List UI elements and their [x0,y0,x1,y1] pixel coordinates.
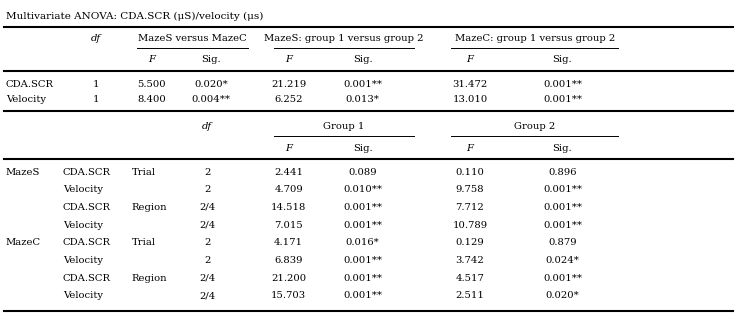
Text: 14.518: 14.518 [271,203,306,212]
Text: 6.252: 6.252 [275,95,303,105]
Text: 9.758: 9.758 [456,185,484,194]
Text: 0.001**: 0.001** [343,203,382,212]
Text: 2/4: 2/4 [199,291,215,300]
Text: 0.896: 0.896 [548,167,576,177]
Text: 2.511: 2.511 [455,291,485,300]
Text: 15.703: 15.703 [271,291,306,300]
Text: MazeC: MazeC [6,238,41,247]
Text: 6.839: 6.839 [275,256,303,265]
Text: 0.001**: 0.001** [343,291,382,300]
Text: 3.742: 3.742 [456,256,484,265]
Text: 0.024*: 0.024* [545,256,579,265]
Text: 7.712: 7.712 [456,203,484,212]
Text: Group 2: Group 2 [514,122,555,131]
Text: CDA.SCR: CDA.SCR [6,80,54,90]
Text: 0.001**: 0.001** [543,220,582,230]
Text: 0.016*: 0.016* [346,238,380,247]
Text: MazeS versus MazeC: MazeS versus MazeC [138,34,246,43]
Text: 0.129: 0.129 [456,238,484,247]
Text: Velocity: Velocity [63,220,103,230]
Text: 2: 2 [204,256,210,265]
Text: 13.010: 13.010 [452,95,488,105]
Text: 0.001**: 0.001** [343,220,382,230]
Text: Velocity: Velocity [63,256,103,265]
Text: 31.472: 31.472 [452,80,488,90]
Text: 2/4: 2/4 [199,273,215,283]
Text: 0.001**: 0.001** [543,185,582,194]
Text: 1: 1 [93,95,99,105]
Text: 0.020*: 0.020* [545,291,579,300]
Text: 0.001**: 0.001** [543,273,582,283]
Text: 0.110: 0.110 [455,167,485,177]
Text: Velocity: Velocity [63,291,103,300]
Text: 5.500: 5.500 [138,80,166,90]
Text: F: F [148,55,155,65]
Text: 2: 2 [204,185,210,194]
Text: Sig.: Sig. [353,144,372,153]
Text: 2: 2 [204,167,210,177]
Text: Velocity: Velocity [63,185,103,194]
Text: Trial: Trial [132,238,155,247]
Text: 4.517: 4.517 [455,273,485,283]
Text: Region: Region [132,203,167,212]
Text: F: F [285,55,292,65]
Text: 0.020*: 0.020* [194,80,228,90]
Text: 2: 2 [204,238,210,247]
Text: CDA.SCR: CDA.SCR [63,167,111,177]
Text: 2/4: 2/4 [199,220,215,230]
Text: 0.001**: 0.001** [543,80,582,90]
Text: F: F [466,144,474,153]
Text: Group 1: Group 1 [323,122,365,131]
Text: df: df [202,122,212,131]
Text: 0.013*: 0.013* [346,95,380,105]
Text: F: F [285,144,292,153]
Text: 1: 1 [93,80,99,90]
Text: CDA.SCR: CDA.SCR [63,273,111,283]
Text: Sig.: Sig. [553,144,572,153]
Text: Multivariate ANOVA: CDA.SCR (μS)/velocity (μs): Multivariate ANOVA: CDA.SCR (μS)/velocit… [6,12,263,21]
Text: 4.171: 4.171 [274,238,303,247]
Text: 0.001**: 0.001** [343,273,382,283]
Text: CDA.SCR: CDA.SCR [63,203,111,212]
Text: Sig.: Sig. [353,55,372,65]
Text: Region: Region [132,273,167,283]
Text: 0.004**: 0.004** [192,95,230,105]
Text: 0.001**: 0.001** [343,256,382,265]
Text: 2.441: 2.441 [274,167,303,177]
Text: 0.089: 0.089 [349,167,377,177]
Text: MazeC: group 1 versus group 2: MazeC: group 1 versus group 2 [454,34,615,43]
Text: CDA.SCR: CDA.SCR [63,238,111,247]
Text: 7.015: 7.015 [275,220,303,230]
Text: 10.789: 10.789 [452,220,488,230]
Text: 4.709: 4.709 [275,185,303,194]
Text: Trial: Trial [132,167,155,177]
Text: 0.001**: 0.001** [343,80,382,90]
Text: 0.879: 0.879 [548,238,576,247]
Text: 8.400: 8.400 [138,95,166,105]
Text: Sig.: Sig. [553,55,572,65]
Text: 0.001**: 0.001** [543,95,582,105]
Text: 2/4: 2/4 [199,203,215,212]
Text: 21.200: 21.200 [271,273,306,283]
Text: F: F [466,55,474,65]
Text: 21.219: 21.219 [271,80,306,90]
Text: Velocity: Velocity [6,95,46,105]
Text: 0.001**: 0.001** [543,203,582,212]
Text: df: df [91,34,101,43]
Text: 0.010**: 0.010** [343,185,382,194]
Text: Sig.: Sig. [201,55,221,65]
Text: MazeS: group 1 versus group 2: MazeS: group 1 versus group 2 [264,34,424,43]
Text: MazeS: MazeS [6,167,40,177]
